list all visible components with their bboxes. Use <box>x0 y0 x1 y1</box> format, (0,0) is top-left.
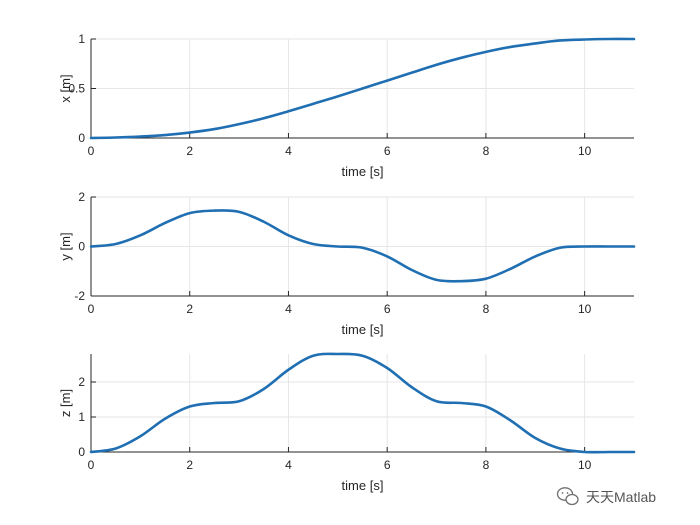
wechat-icon <box>556 487 579 506</box>
y-axis-label: y [m] <box>58 232 73 260</box>
y-tick-label: 1 <box>78 410 85 424</box>
x-tick-label: 8 <box>483 144 490 158</box>
chart-3: 0 2 4 6 8 10 0 1 2 time [s] z [m] <box>58 352 636 493</box>
x-tick-label: 10 <box>578 302 592 316</box>
y-tick-label: 0 <box>78 240 85 254</box>
watermark-text: 天天Matlab <box>586 489 656 505</box>
y-tick-label: 2 <box>78 190 85 204</box>
x-axis-label: time [s] <box>342 478 384 493</box>
x-tick-label: 2 <box>186 302 193 316</box>
x-tick-label: 6 <box>384 144 391 158</box>
series-line-1 <box>89 37 636 140</box>
y-axis-label: x [m] <box>58 74 73 102</box>
series-line-1 <box>89 209 636 283</box>
y-tick-label: 0 <box>78 445 85 459</box>
series-line-1 <box>89 352 636 454</box>
y-tick-label: 0 <box>78 131 85 145</box>
x-tick-label: 10 <box>578 458 592 472</box>
x-tick-label: 6 <box>384 458 391 472</box>
chart-1: 0 2 4 6 8 10 0 0.5 1 time [s] x [m] <box>58 32 636 179</box>
y-tick-label: 0.5 <box>68 82 85 96</box>
x-axis-label: time [s] <box>342 322 384 337</box>
x-tick-label: 0 <box>88 144 95 158</box>
plot-area <box>91 354 634 452</box>
x-tick-label: 6 <box>384 302 391 316</box>
y-tick-label: 2 <box>78 375 85 389</box>
y-tick-label: -2 <box>74 289 85 303</box>
x-tick-label: 8 <box>483 302 490 316</box>
watermark: 天天Matlab <box>556 487 656 506</box>
x-tick-label: 8 <box>483 458 490 472</box>
y-tick-label: 1 <box>78 32 85 46</box>
x-tick-label: 0 <box>88 302 95 316</box>
x-tick-label: 0 <box>88 458 95 472</box>
x-tick-label: 4 <box>285 144 292 158</box>
x-tick-label: 10 <box>578 144 592 158</box>
x-axis-label: time [s] <box>342 164 384 179</box>
x-tick-label: 2 <box>186 144 193 158</box>
x-tick-label: 4 <box>285 302 292 316</box>
x-tick-label: 4 <box>285 458 292 472</box>
x-tick-label: 2 <box>186 458 193 472</box>
y-axis-label: z [m] <box>58 389 73 417</box>
